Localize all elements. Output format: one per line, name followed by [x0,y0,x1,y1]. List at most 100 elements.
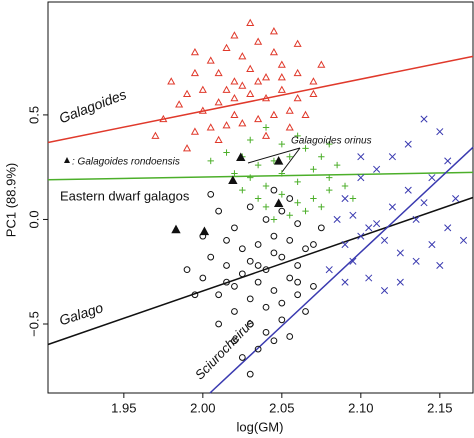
point [262,203,270,211]
point [246,64,255,72]
point [278,316,286,324]
point [262,266,270,274]
point [270,249,278,257]
point [198,106,207,114]
point [190,68,199,77]
point [278,140,286,148]
fit-line [47,171,474,181]
point [428,174,436,182]
point [309,89,318,98]
point [254,195,262,202]
point [262,303,270,311]
point [294,278,302,286]
point [365,224,373,232]
x-tick-label: 2.00 [190,400,215,415]
point [326,140,333,148]
point [278,253,286,261]
point [278,207,286,215]
point [404,186,412,194]
point [215,207,223,215]
point [286,274,294,282]
point [301,110,310,118]
point [326,186,333,194]
fit-line [47,55,474,144]
point [238,245,246,253]
point [231,170,238,177]
point [436,128,444,136]
point [269,110,278,118]
point [286,333,294,340]
point [254,345,262,353]
point [310,241,317,248]
point [261,131,271,139]
point [444,224,452,232]
point [373,165,381,173]
arrow [247,147,301,164]
point [278,170,286,177]
point [286,212,293,219]
annotation: Galagoides orinus [291,136,372,147]
point [182,144,192,152]
arrow [281,147,301,173]
point [246,320,254,328]
annotation: : Galagoides rondoensis [72,157,180,168]
point [246,370,254,378]
point [357,153,365,161]
point [349,257,357,265]
point [238,52,247,60]
point [270,186,278,194]
point [190,127,199,135]
point [349,195,357,202]
point [273,156,284,165]
point [239,186,246,194]
point [428,240,436,249]
point [357,232,365,240]
point [183,266,191,274]
point [254,77,263,85]
point [273,198,284,208]
x-tick-label: 2.15 [427,400,452,415]
point [231,224,238,232]
point [270,232,278,240]
point [285,106,294,114]
point [230,77,239,85]
point [238,119,247,127]
point [222,43,231,52]
point [247,174,254,181]
point [309,77,318,85]
point [254,114,263,123]
point [396,249,404,257]
point [230,93,239,102]
point [159,114,168,123]
point [278,191,286,198]
point [325,266,333,274]
point [231,337,238,345]
point [247,136,254,144]
point [254,278,262,286]
point [293,39,302,47]
point [254,37,263,45]
point [246,295,254,303]
point [230,31,239,39]
point [420,199,428,207]
point [341,278,349,286]
y-axis-label: PC1 (88.9%) [3,163,18,237]
point [222,121,231,129]
point [444,157,452,165]
point [171,224,181,234]
point [238,81,247,89]
point [190,47,199,56]
point [310,282,317,290]
point [223,149,230,156]
point [294,178,301,186]
point [412,215,420,224]
fit-line [47,196,474,346]
x-tick-label: 2.10 [348,400,373,415]
point [231,308,238,315]
point [191,291,199,299]
x-tick-label: 2.05 [269,400,294,415]
point [214,68,223,77]
point [198,85,207,93]
point [269,47,278,56]
